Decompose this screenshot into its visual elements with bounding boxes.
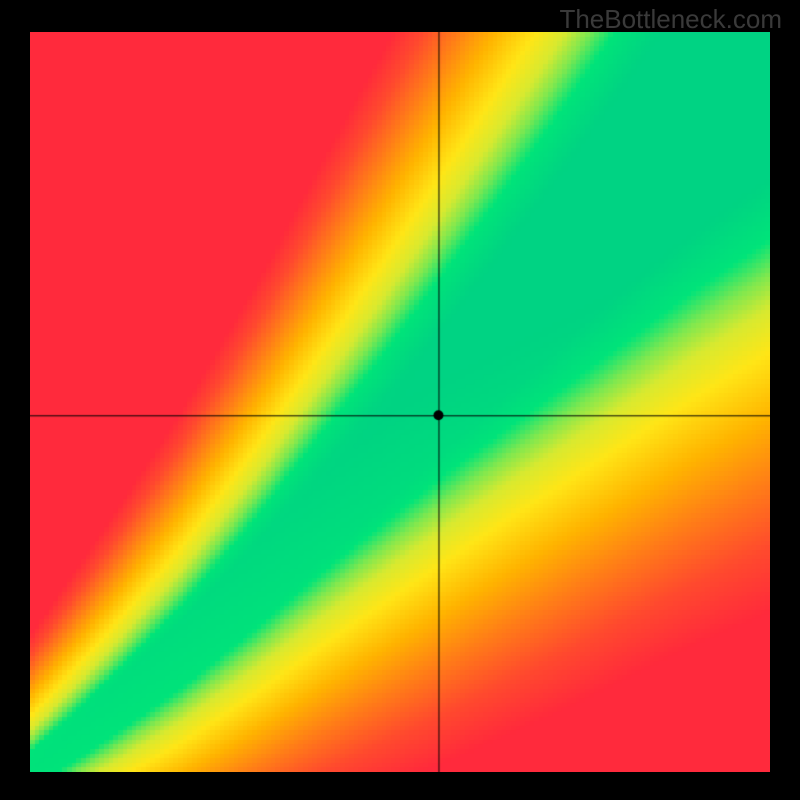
watermark-text: TheBottleneck.com [559,4,782,35]
bottleneck-heatmap [30,32,770,772]
chart-container: TheBottleneck.com [0,0,800,800]
